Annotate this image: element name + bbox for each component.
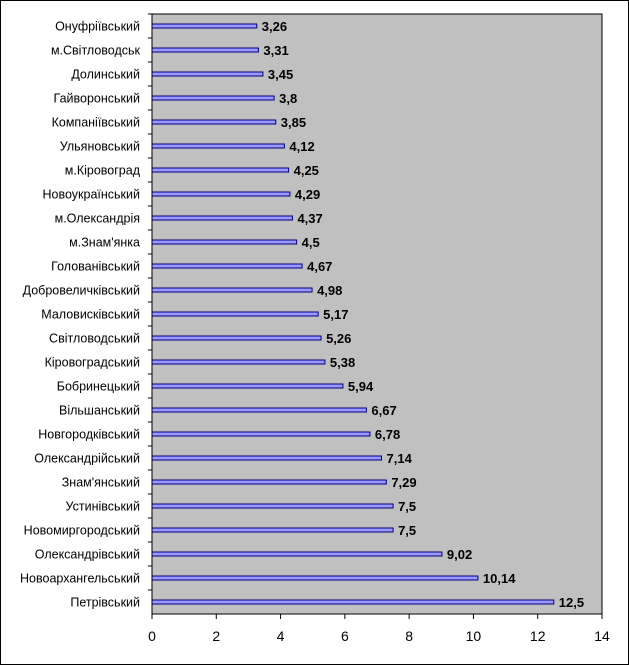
value-label: 9,02 [447,547,472,562]
bar [151,287,313,293]
category-label: Олександрійський [34,452,140,466]
category-label: Устинівський [66,500,140,514]
axis-layer [148,13,603,619]
bar [151,95,275,101]
value-label: 3,45 [268,67,293,82]
category-label: Гайворонський [54,92,140,106]
category-label: Новоукраїнський [43,188,141,202]
bar [151,143,285,149]
value-label: 7,14 [387,451,413,466]
value-label: 3,8 [279,91,297,106]
category-label: Онуфріївський [55,20,140,34]
value-label: 4,29 [295,187,320,202]
bar [151,575,479,581]
bar [151,503,394,509]
bar [151,455,382,461]
value-label: 6,78 [375,427,400,442]
value-label: 5,17 [323,307,348,322]
category-label: Петрівський [70,596,140,610]
category-label: Ульяновський [60,140,140,154]
category-label: Маловисківський [41,308,140,322]
category-label: Вільшанський [59,404,140,418]
bar [151,215,293,221]
value-label: 4,25 [294,163,319,178]
category-label: Новгородківський [38,428,140,442]
value-label: 3,85 [281,115,306,130]
value-label: 3,31 [263,43,288,58]
value-label: 12,5 [559,595,584,610]
bar [151,599,555,605]
value-label: 7,5 [398,523,416,538]
category-label: м.Знам'янка [69,236,140,250]
bar [151,407,367,413]
category-label: Кіровоградський [45,356,140,370]
value-label: 4,12 [289,139,314,154]
category-label: Олександрівський [35,548,140,562]
bar [151,23,258,29]
bar [151,167,290,173]
bar [151,335,322,341]
bar [151,527,394,533]
value-label: 5,26 [326,331,351,346]
x-tick-label: 4 [277,628,285,644]
bar [151,383,344,389]
x-tick-label: 2 [212,628,220,644]
x-tick-label: 8 [405,628,413,644]
category-label: м.Світловодськ [51,44,141,58]
bar [151,551,443,557]
x-tick-label: 14 [594,628,610,644]
value-label: 4,5 [302,235,320,250]
bar [151,263,303,269]
x-tick-label: 6 [341,628,349,644]
bar [151,239,298,245]
bar [151,359,326,365]
category-label: Голованівський [51,260,140,274]
bar [151,47,259,53]
bar [151,479,387,485]
category-label: Компаніївський [52,116,140,130]
value-label: 7,5 [398,499,416,514]
category-label: м.Кіровоград [65,164,141,178]
category-label: Знам'янський [62,476,140,490]
x-tick-label: 10 [466,628,482,644]
category-label: Новомиргородський [24,524,140,538]
value-label: 3,26 [262,19,287,34]
bar [151,119,277,125]
x-tick-label: 0 [148,628,156,644]
x-tick-label: 12 [530,628,546,644]
category-label: м.Олександрія [55,212,140,226]
value-label: 10,14 [483,571,516,586]
value-label: 4,37 [297,211,322,226]
category-label: Новоархангельський [20,572,140,586]
category-label: Світловодський [49,332,140,346]
value-label: 5,94 [348,379,374,394]
value-label: 4,98 [317,283,342,298]
bar [151,311,319,317]
bar [151,191,291,197]
value-label: 5,38 [330,355,355,370]
value-label: 4,67 [307,259,332,274]
value-label: 7,29 [391,475,416,490]
bar [151,71,264,77]
bar [151,431,371,437]
labels-layer: Онуфріївський 3,26 м.Світловодськ 3,31 Долин… [20,19,610,644]
value-label: 6,67 [371,403,396,418]
category-label: Добровеличківський [23,284,140,298]
category-label: Бобринецький [57,380,140,394]
category-label: Долинський [71,68,140,82]
